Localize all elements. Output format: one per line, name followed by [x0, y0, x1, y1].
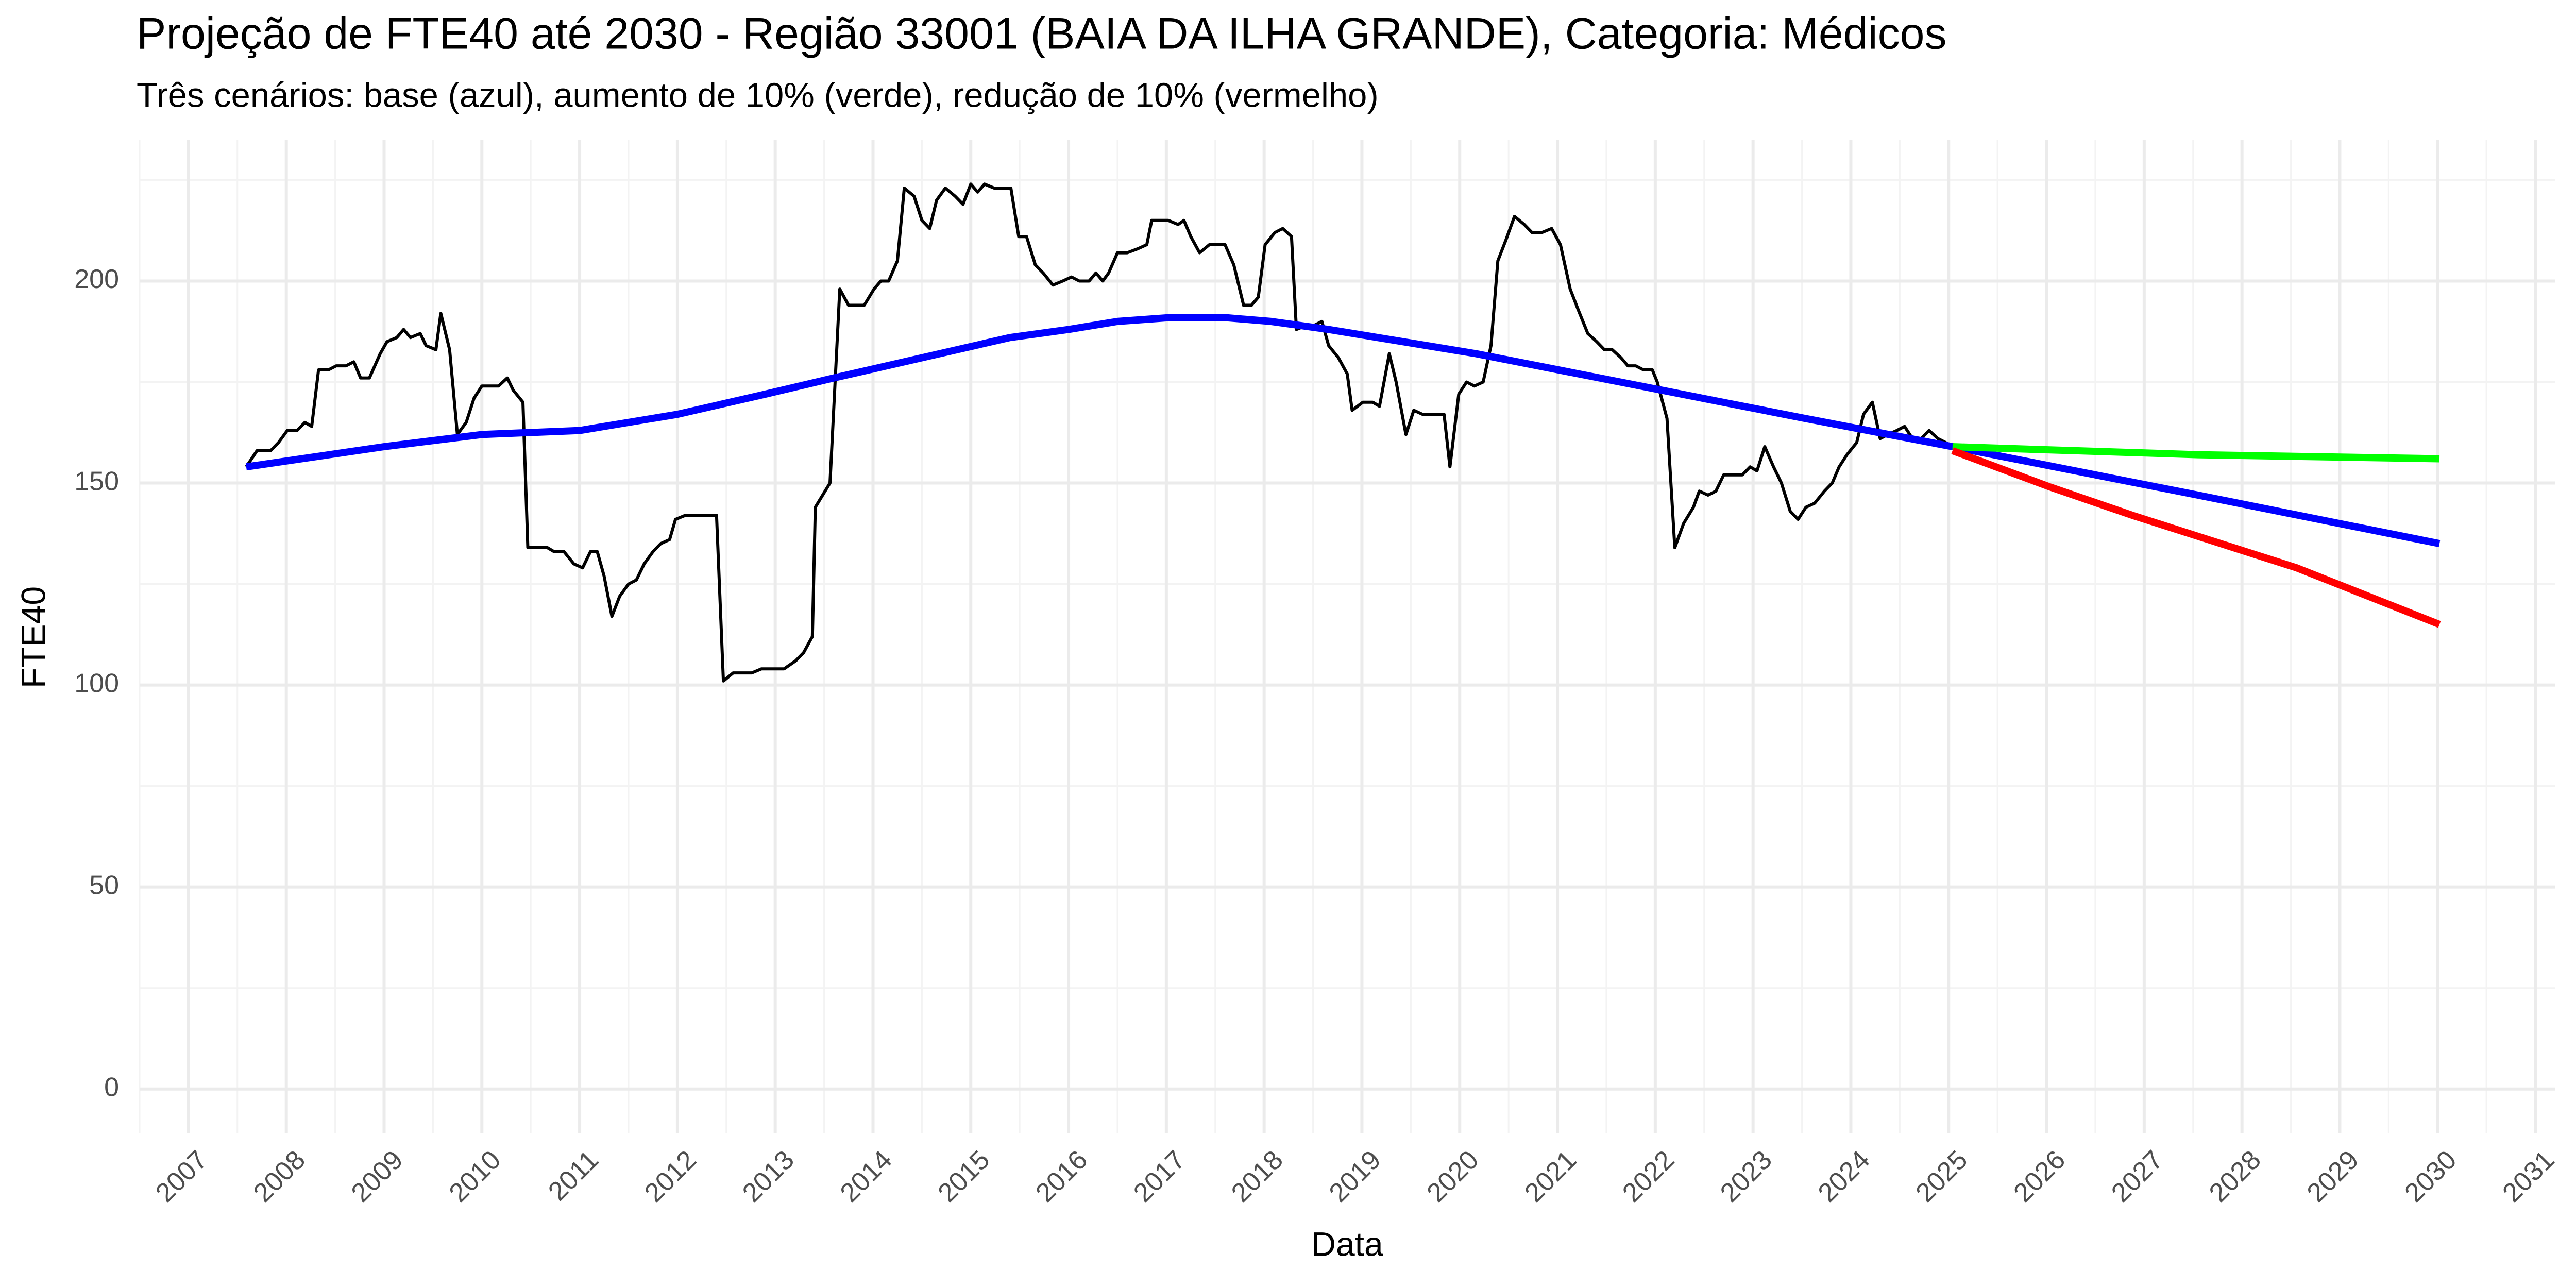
series-line — [1951, 447, 2441, 628]
x-tick-label: 2030 — [2399, 1145, 2463, 1208]
x-tick-label: 2025 — [1910, 1145, 1974, 1208]
x-axis-label: Data — [1311, 1225, 1383, 1263]
grid — [139, 140, 2555, 1133]
x-tick-label: 2024 — [1812, 1145, 1876, 1208]
x-tick-label: 2008 — [248, 1145, 311, 1208]
x-tick-label: 2014 — [835, 1145, 898, 1208]
x-tick-label: 2020 — [1421, 1145, 1485, 1208]
series-line — [245, 314, 2441, 547]
y-tick-label: 0 — [104, 1072, 119, 1102]
x-tick-label: 2021 — [1519, 1145, 1582, 1208]
x-tick-label: 2011 — [543, 1145, 604, 1207]
x-tick-label: 2009 — [346, 1145, 409, 1208]
y-tick-label: 200 — [74, 264, 119, 294]
x-tick-label: 2022 — [1617, 1145, 1680, 1208]
x-tick-label: 2017 — [1128, 1145, 1191, 1208]
x-tick-label: 2026 — [2008, 1145, 2071, 1208]
x-tick-label: 2013 — [737, 1145, 800, 1208]
y-tick-label: 50 — [89, 870, 119, 900]
series-line — [1952, 443, 2440, 463]
plot-area — [245, 182, 2441, 683]
x-tick-label: 2007 — [150, 1145, 213, 1208]
x-tick-label: 2019 — [1324, 1145, 1387, 1208]
chart-title: Projeção de FTE40 até 2030 - Região 3300… — [137, 9, 1947, 59]
y-axis-label: FTE40 — [14, 586, 52, 688]
x-tick-label: 2028 — [2204, 1145, 2267, 1208]
x-tick-label: 2027 — [2106, 1145, 2169, 1208]
y-tick-label: 100 — [74, 668, 119, 698]
y-tick-label: 150 — [74, 466, 119, 496]
x-tick-label: 2018 — [1226, 1145, 1289, 1208]
x-tick-label: 2010 — [444, 1145, 507, 1208]
x-tick-label: 2023 — [1715, 1145, 1778, 1208]
x-tick-label: 2012 — [639, 1145, 702, 1208]
chart-subtitle: Três cenários: base (azul), aumento de 1… — [137, 76, 1379, 115]
series-line — [245, 182, 1954, 683]
x-tick-label: 2016 — [1030, 1145, 1093, 1208]
x-tick-label: 2029 — [2301, 1145, 2365, 1208]
x-tick-label: 2031 — [2497, 1145, 2560, 1208]
x-tick-label: 2015 — [933, 1145, 996, 1208]
